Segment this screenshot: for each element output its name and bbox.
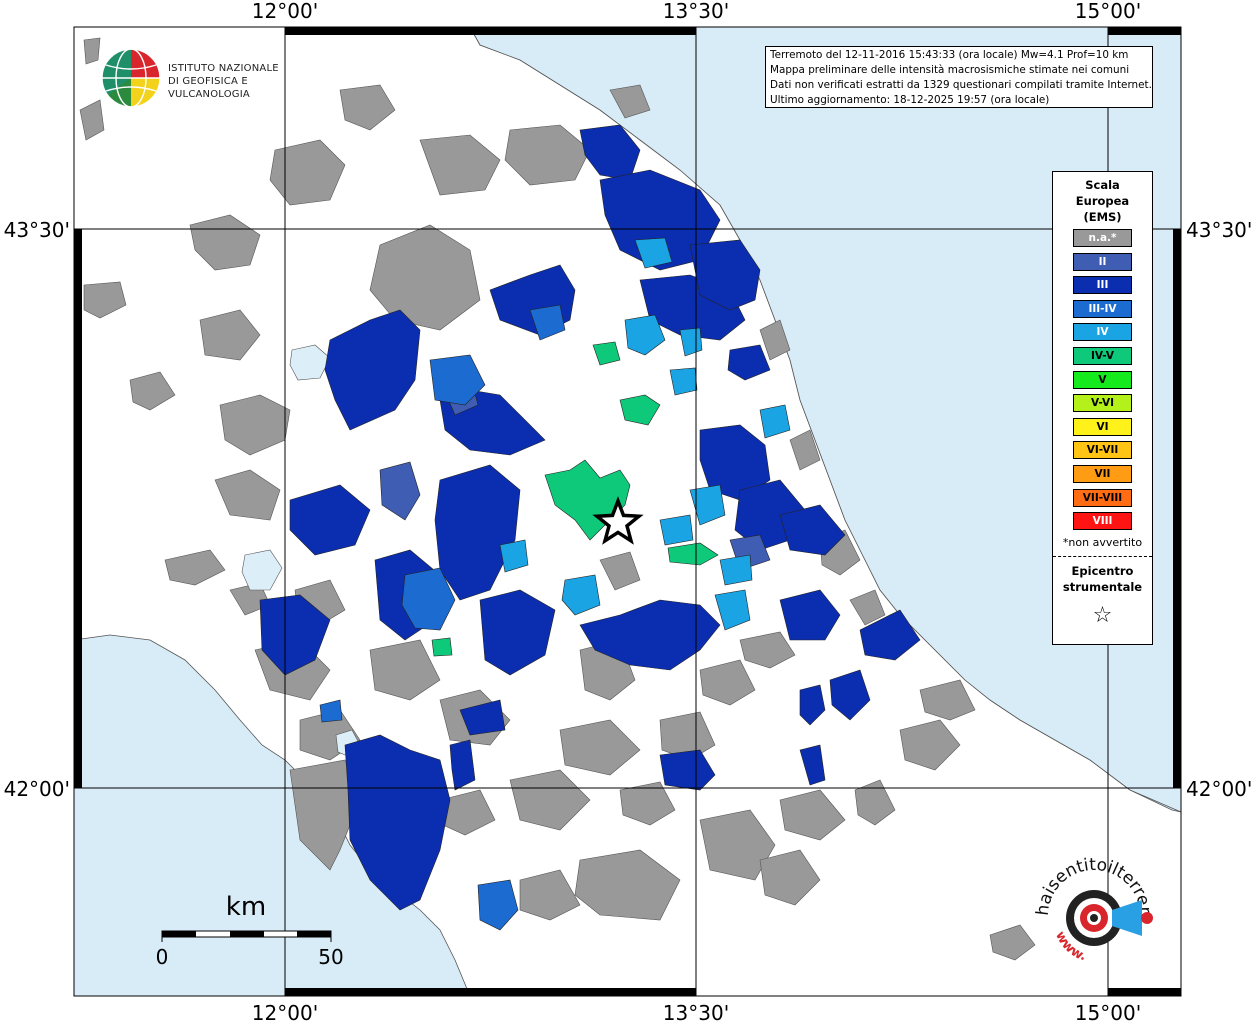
info-line-1: Terremoto del 12-11-2016 15:43:33 (ora l… — [770, 49, 1129, 61]
legend-item-v: V — [1073, 370, 1132, 389]
scale-start-label: 0 — [156, 945, 169, 969]
legend-note: *non avvertito — [1062, 535, 1143, 549]
info-line-2: Mappa preliminare delle intensità macros… — [770, 64, 1130, 76]
lon-label-bottom-2: 13°30' — [663, 1001, 729, 1024]
municipalities-iii — [259, 124, 921, 911]
lat-label-left-1: 43°30' — [4, 218, 70, 242]
legend-title-line3: (EMS) — [1083, 210, 1122, 224]
legend-item-iv-v: IV-V — [1073, 346, 1132, 365]
lat-label-right-1: 43°30' — [1186, 218, 1252, 242]
lon-label-bottom-1: 12°00' — [252, 1001, 318, 1024]
municipalities-iv — [499, 237, 791, 631]
scale-unit: km — [226, 892, 266, 922]
legend-epicentre-line1: Epicentro — [1071, 563, 1134, 578]
legend-items: n.a.* II III III-IV IV IV-V V V-VI VI VI-VII VII VI… — [1053, 229, 1152, 531]
legend-item-iii: III — [1073, 276, 1132, 295]
adriatic-sea — [469, 26, 1182, 813]
frame-bars — [74, 27, 1181, 996]
legend-item-iv: IV — [1073, 323, 1132, 342]
legend-item-vi-vii: VI-VII — [1073, 441, 1132, 460]
legend-item-v-vi: V-VI — [1073, 394, 1132, 413]
scale-end-label: 50 — [318, 945, 343, 969]
legend-item-vii-viii: VII-VIII — [1073, 488, 1132, 507]
legend-item-ii: II — [1073, 252, 1132, 271]
lon-label-bottom-3: 15°00' — [1075, 1001, 1141, 1024]
legend-title-line2: Europea — [1075, 194, 1130, 208]
scale-bar: km 0 50 — [156, 892, 344, 969]
star-icon: ☆ — [1092, 602, 1113, 628]
lon-label-top-2: 13°30' — [663, 0, 729, 23]
legend-title-line1: Scala — [1085, 178, 1120, 192]
lat-label-right-2: 42°00' — [1186, 777, 1252, 801]
legend-separator — [1053, 555, 1152, 557]
legend-item-vii: VII — [1073, 464, 1132, 483]
legend-epicentre-label: Epicentro strumentale — [1053, 563, 1152, 595]
legend-item-viii: VIII — [1073, 512, 1132, 531]
legend-epicentre-line2: strumentale — [1062, 579, 1143, 594]
ems-legend: Scala Europea (EMS) n.a.* II III III-IV IV IV… — [1052, 171, 1153, 645]
legend-title: Scala Europea (EMS) — [1053, 177, 1152, 225]
epicentre-star-marker — [592, 496, 644, 545]
hsit-logo-graphic: haisentitoilterremoto.it www. — [1025, 841, 1155, 964]
info-line-3: Dati non verificati estratti da 1329 que… — [770, 79, 1152, 91]
ingv-line1: ISTITUTO NAZIONALE — [168, 63, 279, 74]
lat-label-left-2: 42°00' — [4, 777, 70, 801]
lon-label-top-1: 12°00' — [252, 0, 318, 23]
info-line-4: Ultimo aggiornamento: 18-12-2025 19:57 (… — [770, 94, 1050, 106]
legend-item-vi: VI — [1073, 417, 1132, 436]
municipalities-iii-iv — [319, 304, 566, 931]
legend-item-n-a: n.a.* — [1073, 229, 1132, 247]
legend-item-iii-iv: III-IV — [1073, 299, 1132, 318]
ingv-logo: ISTITUTO NAZIONALE DI GEOFISICA E VULCAN… — [100, 47, 330, 111]
ingv-globe-icon — [101, 48, 161, 108]
lon-label-top-3: 15°00' — [1075, 0, 1141, 23]
event-info-box: Terremoto del 12-11-2016 15:43:33 (ora l… — [765, 46, 1153, 108]
ingv-line2: DI GEOFISICA E VULCANOLOGIA — [168, 76, 250, 100]
hsit-logo: haisentitoilterremoto.it www. — [1025, 841, 1170, 976]
